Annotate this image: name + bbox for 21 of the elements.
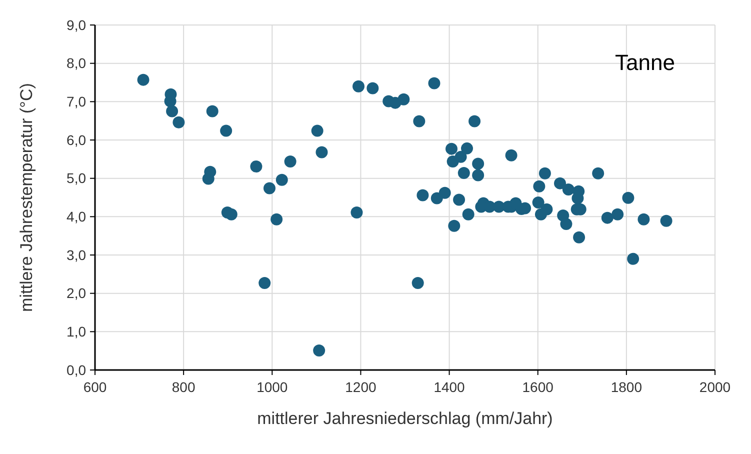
x-tick-label: 1800 bbox=[610, 379, 642, 395]
x-tick-label: 800 bbox=[172, 379, 196, 395]
x-axis-title: mittlerer Jahresniederschlag (mm/Jahr) bbox=[257, 409, 553, 428]
y-tick-label: 2,0 bbox=[66, 285, 86, 302]
x-tick-label: 1200 bbox=[345, 379, 376, 395]
y-tick-label: 9,0 bbox=[66, 16, 86, 33]
x-tick-label: 600 bbox=[83, 379, 107, 395]
x-tick-label: 1600 bbox=[522, 379, 554, 395]
y-tick-label: 1,0 bbox=[66, 324, 86, 340]
y-tick-label: 3,0 bbox=[66, 246, 86, 263]
y-tick-label: 0,0 bbox=[66, 362, 86, 378]
y-tick-label: 8,0 bbox=[66, 55, 86, 72]
y-tick-label: 4,0 bbox=[66, 208, 86, 225]
y-tick-label: 6,0 bbox=[66, 132, 86, 148]
annotation: Tanne bbox=[615, 50, 675, 75]
y-tick-label: 5,0 bbox=[66, 170, 86, 186]
y-axis-title: mittlere Jahrestemperatur (°C) bbox=[17, 83, 36, 312]
x-tick-label: 1000 bbox=[256, 379, 288, 395]
x-tick-label: 2000 bbox=[699, 379, 731, 395]
x-tick-label: 1400 bbox=[434, 379, 466, 395]
y-tick-label: 7,0 bbox=[66, 94, 86, 110]
